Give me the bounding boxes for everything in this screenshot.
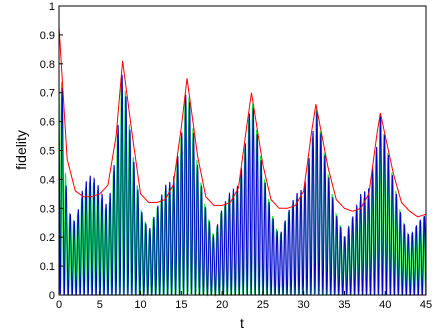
y-tick-label: 0.6 <box>40 117 55 129</box>
series-line-1 <box>58 72 427 297</box>
axis-ticks: 0 5 10 15 20 25 30 35 40 45 0 0.1 0.2 0.3 0.4 0.5 0.6 0.7… <box>40 1 432 311</box>
series-line-0 <box>58 26 427 218</box>
y-tick-label: 0.9 <box>40 30 55 42</box>
y-tick-label: 0.2 <box>40 232 55 244</box>
y-tick-label: 0.3 <box>40 203 55 215</box>
x-tick-label: 35 <box>338 299 350 311</box>
series-lines <box>58 26 427 297</box>
x-tick-label: 0 <box>56 299 62 311</box>
x-tick-label: 5 <box>97 299 103 311</box>
y-tick-label: 0.4 <box>40 174 55 186</box>
x-tick-label: 30 <box>298 299 310 311</box>
y-tick-label: 0.1 <box>40 261 55 273</box>
x-tick-label: 45 <box>420 299 432 311</box>
y-tick-label: 1 <box>49 1 55 13</box>
y-tick-label: 0 <box>49 290 55 302</box>
x-tick-label: 20 <box>216 299 228 311</box>
y-tick-label: 0.8 <box>40 59 55 71</box>
x-tick-label: 40 <box>379 299 391 311</box>
x-tick-label: 25 <box>257 299 269 311</box>
series-line-2 <box>58 81 427 297</box>
y-tick-label: 0.7 <box>40 88 55 100</box>
x-axis-label: t <box>240 315 244 331</box>
x-tick-label: 15 <box>175 299 187 311</box>
y-tick-label: 0.5 <box>40 146 55 158</box>
y-axis-label: fidelity <box>13 130 29 170</box>
x-tick-label: 10 <box>134 299 146 311</box>
